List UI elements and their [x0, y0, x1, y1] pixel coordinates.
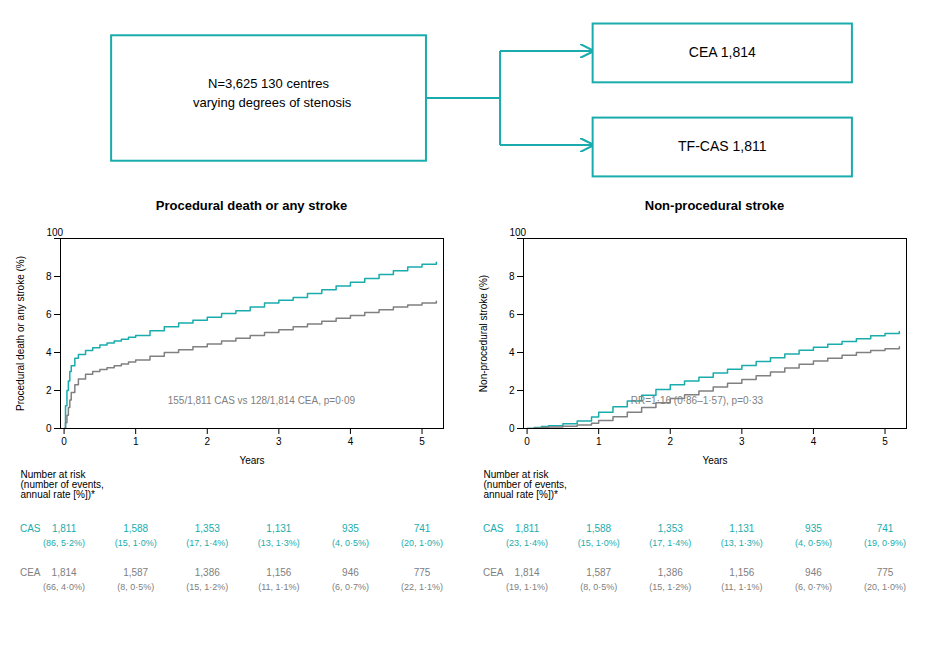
svg-text:1: 1 [596, 436, 602, 447]
svg-text:(11, 1·1%): (11, 1·1%) [721, 582, 762, 592]
svg-text:935: 935 [342, 523, 359, 534]
svg-text:(6, 0·7%): (6, 0·7%) [332, 582, 369, 592]
svg-text:(15, 1·0%): (15, 1·0%) [115, 538, 157, 548]
svg-text:1,353: 1,353 [195, 523, 220, 534]
svg-text:Non-procedural stroke (%): Non-procedural stroke (%) [478, 275, 489, 392]
svg-text:8: 8 [46, 271, 52, 282]
svg-text:(15, 1·2%): (15, 1·2%) [649, 582, 691, 592]
svg-text:1,131: 1,131 [729, 523, 754, 534]
svg-text:Procedural death or any stroke: Procedural death or any stroke (%) [15, 256, 26, 411]
svg-text:(15, 1·0%): (15, 1·0%) [578, 538, 620, 548]
svg-text:0: 0 [509, 423, 515, 434]
svg-text:(66, 4·0%): (66, 4·0%) [43, 582, 85, 592]
svg-text:(4, 0·5%): (4, 0·5%) [795, 538, 832, 548]
html-text:Procedural death or any stroke: Procedural death or any stroke [155, 198, 348, 213]
svg-text:2: 2 [46, 385, 52, 396]
svg-text:1,811: 1,811 [52, 523, 77, 534]
svg-text:(19, 1·1%): (19, 1·1%) [506, 582, 548, 592]
svg-text:1,588: 1,588 [123, 523, 148, 534]
svg-text:3: 3 [739, 436, 745, 447]
svg-text:0: 0 [61, 436, 67, 447]
svg-text:946: 946 [805, 567, 822, 578]
svg-text:1,156: 1,156 [266, 567, 291, 578]
svg-text:4: 4 [509, 347, 515, 358]
svg-text:Number at risk(number of event: Number at risk(number of events,annual r… [21, 469, 104, 500]
svg-text:4: 4 [46, 347, 52, 358]
svg-text:(15, 1·2%): (15, 1·2%) [186, 582, 228, 592]
svg-text:100: 100 [47, 227, 64, 238]
svg-text:935: 935 [805, 523, 822, 534]
svg-text:(8, 0·5%): (8, 0·5%) [580, 582, 617, 592]
svg-text:0: 0 [46, 423, 52, 434]
svg-text:1,386: 1,386 [658, 567, 683, 578]
svg-text:(20, 1·0%): (20, 1·0%) [864, 582, 906, 592]
svg-text:(13, 1·3%): (13, 1·3%) [258, 538, 300, 548]
svg-text:946: 946 [342, 567, 359, 578]
svg-text:1,587: 1,587 [123, 567, 148, 578]
svg-text:(17, 1·4%): (17, 1·4%) [186, 538, 228, 548]
svg-text:2: 2 [204, 436, 210, 447]
svg-text:1,814: 1,814 [52, 567, 77, 578]
svg-text:155/1,811 CAS vs 128/1,814 CEA: 155/1,811 CAS vs 128/1,814 CEA, p=0·09 [168, 395, 356, 406]
svg-text:Years: Years [239, 455, 264, 466]
svg-text:(11, 1·1%): (11, 1·1%) [258, 582, 299, 592]
svg-text:(8, 0·5%): (8, 0·5%) [117, 582, 154, 592]
svg-text:CEA: CEA [20, 567, 41, 578]
svg-text:4: 4 [348, 436, 354, 447]
svg-text:4: 4 [811, 436, 817, 447]
svg-text:6: 6 [46, 309, 52, 320]
svg-text:3: 3 [276, 436, 282, 447]
svg-text:(19, 0·9%): (19, 0·9%) [864, 538, 906, 548]
svg-text:0: 0 [524, 436, 530, 447]
svg-text:775: 775 [414, 567, 431, 578]
svg-text:8: 8 [509, 271, 515, 282]
svg-text:741: 741 [414, 523, 431, 534]
svg-text:Number at risk(number of event: Number at risk(number of events,annual r… [484, 469, 567, 500]
svg-text:N=3,625 130 centres varying d: N=3,625 130 centres varying degrees of s… [186, 76, 352, 111]
svg-text:(4, 0·5%): (4, 0·5%) [332, 538, 369, 548]
svg-text:1,131: 1,131 [266, 523, 291, 534]
svg-text:2: 2 [509, 385, 515, 396]
svg-text:CEA 1,814: CEA 1,814 [689, 44, 756, 60]
svg-text:(6, 0·7%): (6, 0·7%) [795, 582, 832, 592]
svg-text:5: 5 [882, 436, 888, 447]
svg-text:RR=1·16 (0·86–1·57), p=0·33: RR=1·16 (0·86–1·57), p=0·33 [631, 395, 764, 406]
svg-text:(20, 1·0%): (20, 1·0%) [401, 538, 443, 548]
svg-text:1,587: 1,587 [586, 567, 611, 578]
svg-text:CAS: CAS [20, 523, 41, 534]
svg-text:TF-CAS 1,811: TF-CAS 1,811 [678, 138, 767, 154]
svg-text:1,811: 1,811 [515, 523, 540, 534]
svg-text:(86, 5·2%): (86, 5·2%) [43, 538, 85, 548]
svg-text:Years: Years [702, 455, 727, 466]
svg-text:100: 100 [510, 227, 527, 238]
svg-text:6: 6 [509, 309, 515, 320]
svg-text:CEA: CEA [483, 567, 504, 578]
svg-text:2: 2 [667, 436, 673, 447]
svg-text:(13, 1·3%): (13, 1·3%) [721, 538, 763, 548]
svg-text:(17, 1·4%): (17, 1·4%) [649, 538, 691, 548]
svg-text:1,353: 1,353 [658, 523, 683, 534]
svg-text:1,386: 1,386 [195, 567, 220, 578]
svg-text:1,814: 1,814 [515, 567, 540, 578]
svg-text:CAS: CAS [483, 523, 504, 534]
svg-text:(23, 1·4%): (23, 1·4%) [506, 538, 548, 548]
svg-text:5: 5 [419, 436, 425, 447]
svg-text:1: 1 [133, 436, 139, 447]
html-text:Non-procedural stroke: Non-procedural stroke [644, 198, 785, 213]
svg-text:775: 775 [877, 567, 894, 578]
svg-text:1,588: 1,588 [586, 523, 611, 534]
svg-text:(22, 1·1%): (22, 1·1%) [401, 582, 443, 592]
svg-text:741: 741 [877, 523, 894, 534]
svg-text:1,156: 1,156 [729, 567, 754, 578]
